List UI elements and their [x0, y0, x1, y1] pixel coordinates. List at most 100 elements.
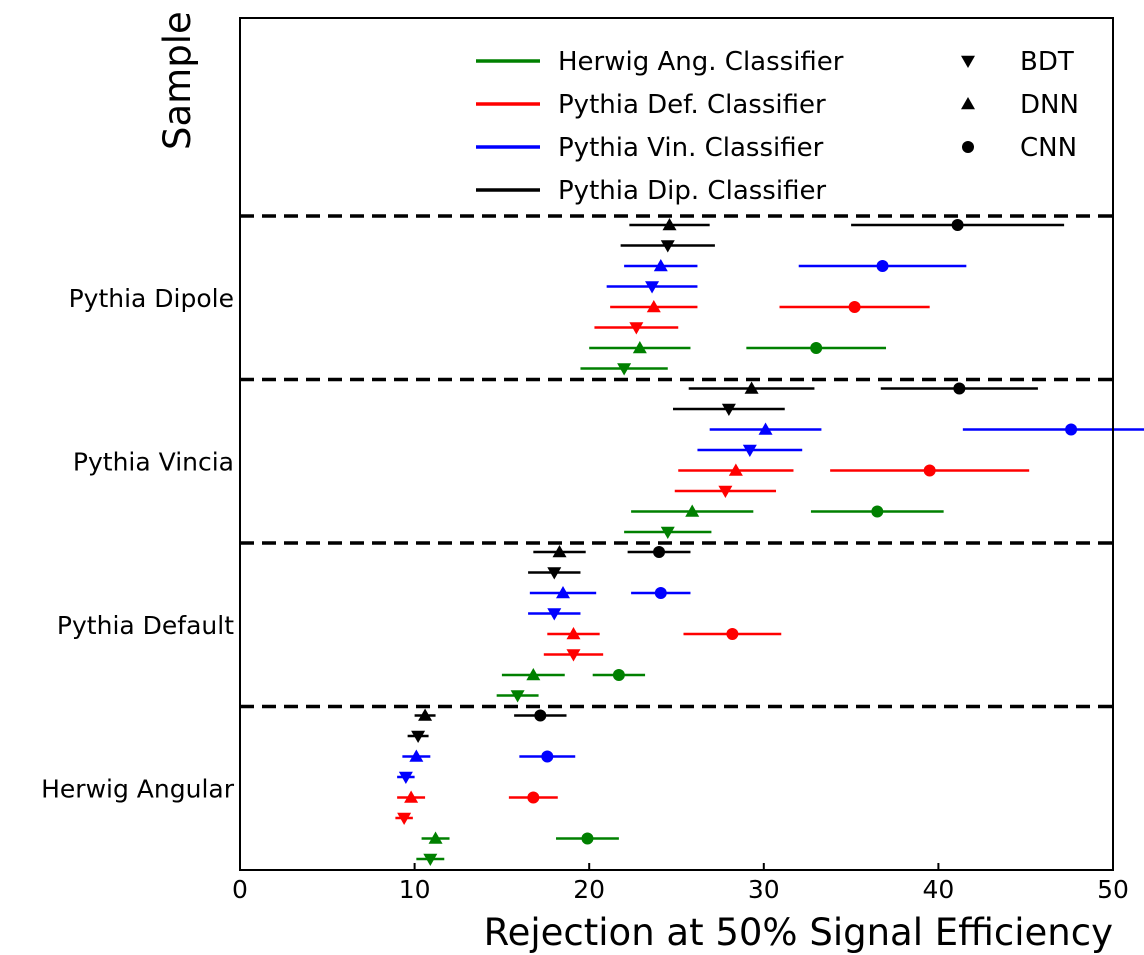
x-tick-label-20: 20 — [573, 875, 605, 904]
marker-dnn — [556, 586, 571, 599]
point-pythia-vincia-herwig-ang-classifier-cnn — [810, 505, 944, 518]
point-pythia-dipole-pythia-dip-classifier-cnn — [851, 219, 1065, 231]
x-tick-label-10: 10 — [399, 875, 431, 904]
marker-cnn — [923, 464, 936, 477]
sample-label-pythia-dipole: Pythia Dipole — [69, 284, 234, 313]
legend-marker — [962, 141, 974, 153]
marker-bdt — [721, 403, 736, 416]
marker-bdt — [397, 812, 412, 825]
point-pythia-dipole-herwig-ang-classifier-bdt — [580, 363, 668, 376]
point-herwig-angular-pythia-dip-classifier-dnn — [414, 708, 436, 721]
marker-bdt — [547, 567, 562, 580]
marker-dnn — [758, 422, 773, 435]
point-pythia-default-pythia-dip-classifier-cnn — [627, 546, 691, 558]
point-herwig-angular-pythia-dip-classifier-bdt — [407, 730, 429, 743]
point-pythia-vincia-pythia-vin-classifier-cnn — [962, 423, 1144, 436]
point-pythia-default-pythia-def-classifier-dnn — [547, 627, 600, 640]
marker-cnn — [527, 791, 540, 804]
plot-frame — [239, 17, 1114, 871]
marker-bdt — [660, 526, 675, 539]
marker-dnn — [744, 381, 759, 394]
legend-method-cnn: CNN — [962, 133, 1077, 163]
x-tick-label-30: 30 — [748, 875, 780, 904]
point-pythia-vincia-pythia-dip-classifier-cnn — [880, 382, 1038, 395]
point-herwig-angular-herwig-ang-classifier-cnn — [556, 832, 619, 845]
marker-dnn — [646, 300, 661, 313]
point-pythia-dipole-pythia-dip-classifier-bdt — [620, 240, 715, 253]
point-herwig-angular-pythia-def-classifier-dnn — [397, 790, 426, 803]
marker-bdt — [398, 771, 413, 784]
point-pythia-dipole-pythia-vin-classifier-dnn — [624, 259, 698, 272]
sample-labels: Herwig Angular Pythia Default Pythia Vinci… — [41, 284, 235, 804]
legend-method-dnn: DNN — [961, 90, 1079, 120]
point-herwig-angular-herwig-ang-classifier-bdt — [416, 853, 445, 866]
point-pythia-vincia-herwig-ang-classifier-bdt — [624, 526, 712, 539]
point-pythia-default-pythia-dip-classifier-bdt — [528, 567, 581, 580]
marker-bdt — [718, 485, 733, 498]
marker-bdt — [660, 240, 675, 253]
point-pythia-dipole-pythia-def-classifier-bdt — [594, 322, 679, 335]
marker-dnn — [662, 218, 677, 231]
marker-cnn — [876, 260, 889, 272]
x-tick-label-50: 50 — [1097, 875, 1129, 904]
point-pythia-default-pythia-def-classifier-cnn — [683, 628, 782, 640]
marker-cnn — [534, 709, 547, 722]
point-pythia-vincia-pythia-def-classifier-cnn — [830, 464, 1030, 477]
marker-cnn — [581, 832, 594, 845]
point-pythia-vincia-pythia-vin-classifier-dnn — [709, 422, 822, 435]
legend-entry-pythia-dip-classifier: Pythia Dip. Classifier — [476, 176, 826, 206]
point-pythia-default-herwig-ang-classifier-bdt — [496, 690, 539, 703]
legend-entry-herwig-ang-classifier: Herwig Ang. Classifier — [476, 47, 844, 77]
x-axis-title: Rejection at 50% Signal Efficiency — [484, 911, 1113, 954]
point-herwig-angular-pythia-dip-classifier-cnn — [514, 709, 567, 722]
marker-bdt — [629, 322, 644, 335]
point-herwig-angular-pythia-vin-classifier-cnn — [519, 750, 576, 763]
marker-cnn — [1065, 423, 1078, 436]
marker-cnn — [953, 382, 966, 395]
legend-method-bdt: BDT — [961, 47, 1074, 77]
marker-bdt — [411, 730, 426, 743]
marker-dnn — [566, 627, 581, 640]
marker-cnn — [541, 750, 554, 763]
marker-cnn — [612, 669, 625, 681]
marker-cnn — [726, 628, 739, 640]
marker-bdt — [617, 363, 632, 376]
marker-dnn — [552, 545, 567, 558]
point-pythia-dipole-herwig-ang-classifier-cnn — [746, 342, 887, 354]
marker-bdt — [645, 281, 660, 294]
point-herwig-angular-pythia-def-classifier-cnn — [508, 791, 558, 804]
legend-method-label: DNN — [1020, 90, 1079, 120]
legend-method-label: CNN — [1020, 133, 1077, 163]
point-herwig-angular-pythia-vin-classifier-bdt — [397, 771, 415, 784]
legend-entry-pythia-def-classifier: Pythia Def. Classifier — [476, 90, 826, 120]
sample-label-herwig-angular: Herwig Angular — [41, 774, 235, 803]
point-pythia-dipole-pythia-dip-classifier-dnn — [629, 218, 710, 231]
marker-dnn — [409, 749, 424, 762]
marker-bdt — [547, 608, 562, 621]
legend-method-label: BDT — [1020, 47, 1074, 77]
point-pythia-default-herwig-ang-classifier-dnn — [501, 668, 565, 681]
marker-dnn — [526, 668, 541, 681]
legend: Herwig Ang. Classifier Pythia Def. Classi… — [476, 47, 1079, 206]
point-pythia-default-pythia-def-classifier-bdt — [543, 649, 604, 662]
marker-cnn — [810, 342, 823, 354]
point-pythia-dipole-pythia-def-classifier-cnn — [779, 301, 930, 313]
point-herwig-angular-pythia-def-classifier-bdt — [395, 812, 413, 825]
legend-label: Herwig Ang. Classifier — [558, 47, 844, 77]
point-herwig-angular-pythia-vin-classifier-dnn — [402, 749, 431, 762]
x-tick-label-40: 40 — [922, 875, 954, 904]
marker-dnn — [404, 790, 419, 803]
marker-bdt — [423, 853, 438, 866]
point-pythia-default-pythia-vin-classifier-bdt — [528, 608, 581, 621]
marker-cnn — [848, 301, 861, 313]
legend-marker — [961, 55, 975, 68]
point-pythia-default-pythia-vin-classifier-dnn — [529, 586, 597, 599]
point-pythia-dipole-pythia-def-classifier-dnn — [610, 300, 698, 313]
point-pythia-dipole-herwig-ang-classifier-dnn — [589, 341, 691, 354]
data-marks — [395, 218, 1144, 866]
point-pythia-default-pythia-dip-classifier-dnn — [533, 545, 586, 558]
legend-label: Pythia Def. Classifier — [558, 90, 826, 120]
point-pythia-vincia-pythia-vin-classifier-bdt — [697, 444, 803, 457]
point-herwig-angular-herwig-ang-classifier-dnn — [421, 831, 450, 844]
